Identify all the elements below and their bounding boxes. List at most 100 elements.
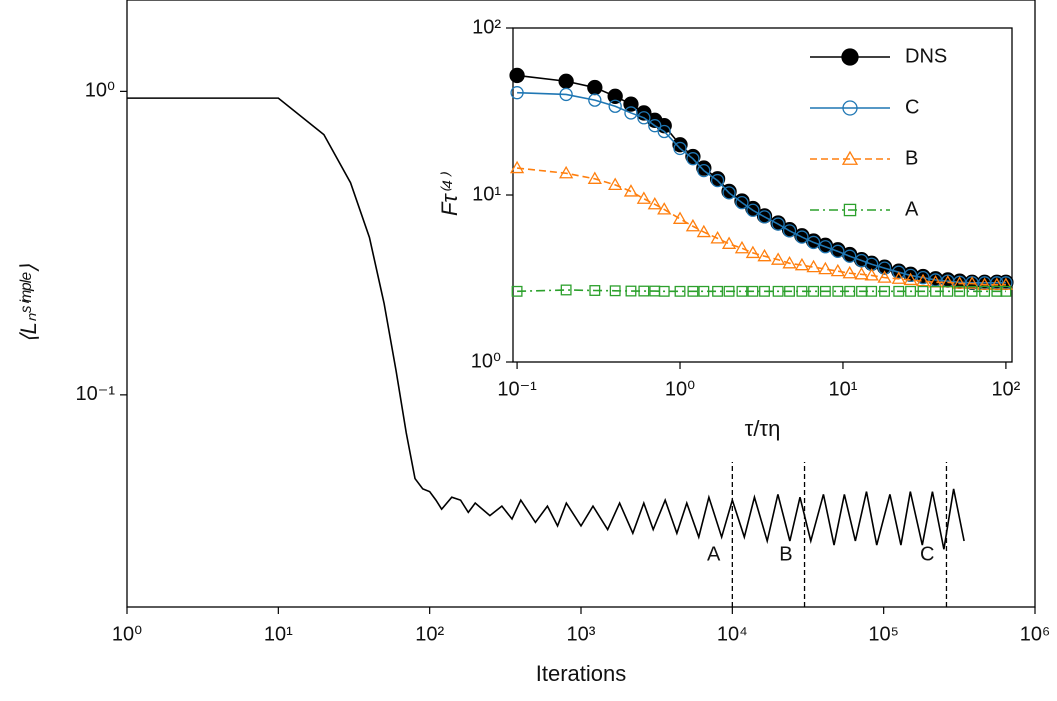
x-tick-label: 10⁶	[1020, 623, 1050, 645]
marker	[735, 195, 749, 210]
marker	[979, 285, 991, 297]
marker	[747, 285, 759, 297]
x-tick-label: 10⁴	[717, 623, 748, 645]
marker	[696, 224, 711, 238]
marker	[696, 160, 712, 176]
x-tick-label: 10⁵	[868, 623, 899, 645]
marker	[723, 285, 735, 297]
y-tick-label: 10⁰	[85, 80, 115, 102]
marker	[589, 285, 601, 296]
x-tick-label: 10⁰	[112, 623, 142, 645]
marker	[721, 236, 737, 249]
marker	[722, 186, 736, 200]
marker	[657, 202, 672, 215]
legend-marker	[841, 150, 859, 165]
marker	[637, 111, 651, 125]
marker	[915, 273, 931, 287]
x-tick-label: 10³	[567, 623, 596, 645]
x-axis-label: τ/τη	[745, 416, 781, 441]
marker	[710, 231, 725, 244]
marker	[1000, 285, 1012, 297]
marker	[588, 93, 602, 107]
y-axis-label: ⟨Lₙˢⁱᵐᵖˡᵉ⟩	[16, 264, 41, 343]
series-line	[516, 167, 1006, 286]
marker	[736, 285, 748, 297]
marker	[854, 267, 869, 280]
marker	[844, 285, 856, 297]
marker	[917, 285, 929, 297]
marker	[608, 99, 622, 113]
legend-marker	[841, 48, 859, 66]
legend-label: B	[905, 147, 918, 169]
marker	[843, 249, 857, 263]
y-tick-label: 10⁻¹	[76, 383, 116, 405]
marker	[623, 184, 639, 197]
marker	[674, 285, 686, 297]
marker	[832, 285, 844, 297]
x-tick-label: 10¹	[829, 378, 858, 400]
marker	[819, 285, 831, 297]
marker	[672, 137, 688, 153]
marker	[796, 285, 808, 297]
marker	[658, 285, 670, 297]
marker	[560, 284, 572, 296]
chart: 10⁻¹ 10⁰ 10¹ 10² 10⁰ 10¹ 10² τ/τη Fτ⁽⁴⁾ DNS C B A	[437, 16, 1021, 441]
marker	[745, 245, 760, 259]
marker	[818, 261, 833, 275]
marker	[746, 203, 760, 217]
y-tick-label: 10⁰	[471, 350, 501, 372]
marker	[712, 285, 724, 297]
legend-marker	[843, 203, 857, 217]
marker	[698, 285, 710, 297]
marker	[893, 285, 905, 297]
marker	[806, 259, 821, 273]
marker	[587, 79, 603, 96]
marker	[509, 160, 525, 174]
marker	[905, 285, 917, 297]
marker	[673, 141, 687, 156]
marker	[903, 268, 918, 283]
marker	[916, 270, 930, 285]
marker	[609, 285, 621, 297]
marker	[966, 285, 978, 297]
marker	[685, 218, 701, 232]
marker	[952, 276, 967, 289]
marker	[977, 277, 992, 290]
marker	[685, 148, 701, 165]
marker	[638, 285, 650, 297]
marker	[830, 263, 845, 277]
legend-label: DNS	[905, 45, 947, 67]
legend-label: C	[905, 96, 919, 118]
marker	[624, 106, 638, 120]
legend-marker	[842, 100, 858, 116]
marker	[608, 177, 623, 191]
marker	[864, 268, 879, 281]
marker	[806, 235, 821, 250]
marker	[587, 171, 602, 184]
marker	[607, 88, 623, 104]
marker	[509, 67, 525, 84]
marker	[842, 265, 857, 279]
marker	[759, 285, 770, 297]
marker	[734, 240, 750, 254]
marker	[831, 244, 845, 258]
series-line	[127, 97, 965, 550]
x-tick-label: 10⁻¹	[497, 378, 537, 400]
marker	[687, 285, 699, 297]
marker	[511, 285, 523, 297]
marker	[559, 165, 574, 179]
marker	[697, 163, 711, 178]
annotation-label: A	[707, 543, 721, 565]
marker	[772, 285, 784, 297]
marker	[782, 255, 797, 269]
marker	[647, 196, 662, 210]
marker	[770, 252, 786, 265]
marker	[866, 285, 878, 297]
marker	[818, 240, 833, 254]
marker	[710, 173, 725, 188]
series-line	[517, 289, 1006, 293]
marker	[559, 87, 573, 102]
marker	[771, 217, 785, 231]
x-tick-label: 10⁰	[665, 378, 695, 400]
